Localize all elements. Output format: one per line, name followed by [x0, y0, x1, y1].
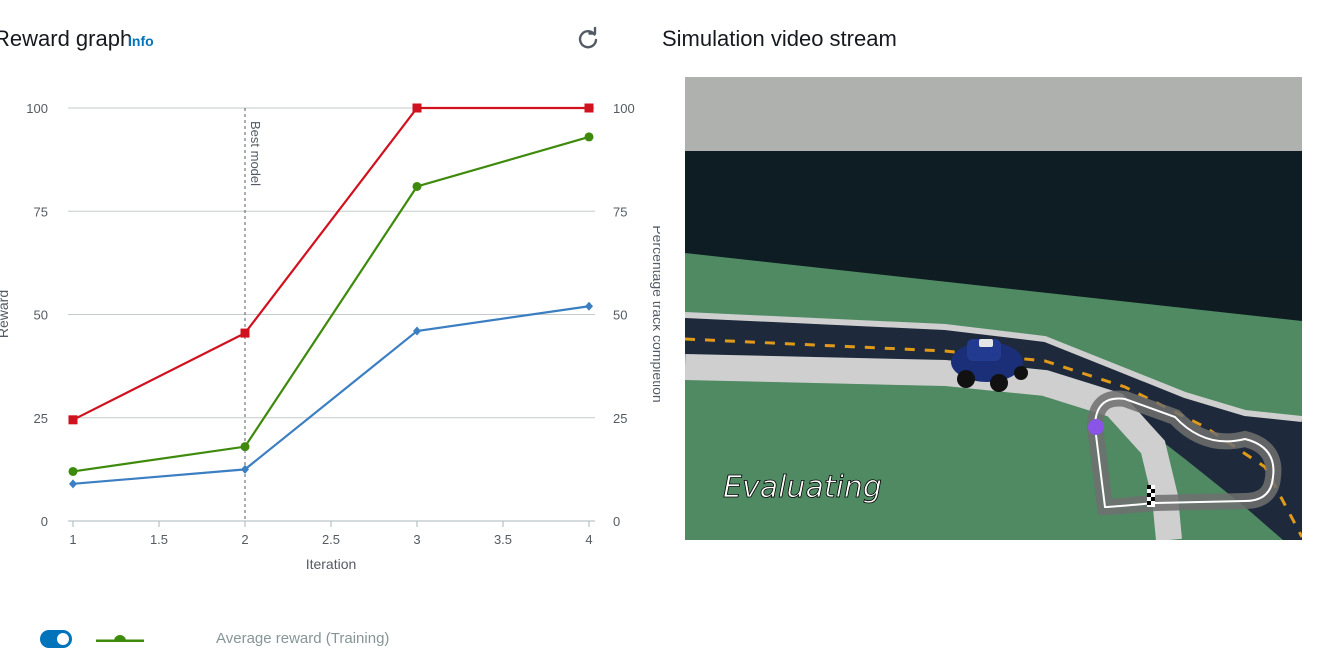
y2-axis-title: Percentage track completion — [650, 225, 660, 402]
y2-tick-label: 25 — [613, 411, 627, 426]
x-tick-label: 3 — [413, 532, 420, 547]
best-model-annotation: Best model — [244, 108, 263, 521]
reward-chart: Best model 0 0 25 25 50 50 75 75 100 100 1 1.5 2 2.5 3… — [0, 101, 660, 572]
y-tick-label: 100 — [26, 101, 48, 116]
data-point — [240, 442, 250, 452]
y-tick-label: 50 — [34, 308, 48, 323]
y-tick-label: 25 — [34, 411, 48, 426]
chart-series — [68, 103, 594, 489]
video-frame: Evaluating — [685, 77, 1302, 540]
race-car — [951, 339, 1028, 392]
x-tick-label: 4 — [585, 532, 592, 547]
simulation-video: Evaluating — [685, 77, 1302, 540]
info-link[interactable]: Info — [128, 33, 154, 49]
y-tick-label: 0 — [41, 514, 48, 529]
y-axis-title: Reward — [0, 290, 11, 338]
legend-toggle[interactable] — [40, 630, 72, 648]
reward-graph-title: Reward graph — [0, 26, 133, 51]
video-stream-title: Simulation video stream — [662, 26, 897, 51]
y-tick-label: 75 — [34, 204, 48, 219]
data-point — [241, 464, 249, 474]
refresh-icon[interactable] — [574, 26, 602, 54]
y2-tick-label: 75 — [613, 204, 627, 219]
data-point — [584, 103, 594, 113]
x-axis-title: Iteration — [306, 556, 357, 572]
chart-ticks: 0 0 25 25 50 50 75 75 100 100 1 1.5 2 2.5 3 3.5 4 — [26, 101, 634, 547]
best-model-label: Best model — [248, 121, 263, 186]
x-tick-label: 2 — [241, 532, 248, 547]
data-point — [413, 326, 421, 336]
track-minimap — [1086, 390, 1282, 516]
data-point — [585, 301, 593, 311]
y2-tick-label: 100 — [613, 101, 635, 116]
legend-label: Average reward (Training) — [216, 630, 390, 647]
video-status-text: Evaluating — [723, 470, 882, 505]
data-point — [69, 479, 77, 489]
chart-legend: Average reward (Training) — [0, 618, 660, 648]
series-line-0 — [72, 305, 590, 485]
data-point — [412, 181, 422, 191]
data-point — [68, 415, 78, 425]
series-line-2 — [72, 106, 589, 421]
data-point — [240, 328, 250, 338]
data-point — [584, 132, 594, 142]
legend-swatch — [96, 635, 144, 642]
data-point — [68, 466, 78, 476]
y2-tick-label: 50 — [613, 308, 627, 323]
x-tick-label: 1.5 — [150, 532, 168, 547]
data-point — [412, 103, 422, 113]
x-tick-label: 1 — [69, 532, 76, 547]
x-tick-label: 2.5 — [322, 532, 340, 547]
series-line-1 — [72, 135, 590, 473]
x-tick-label: 3.5 — [494, 532, 512, 547]
y2-tick-label: 0 — [613, 514, 620, 529]
